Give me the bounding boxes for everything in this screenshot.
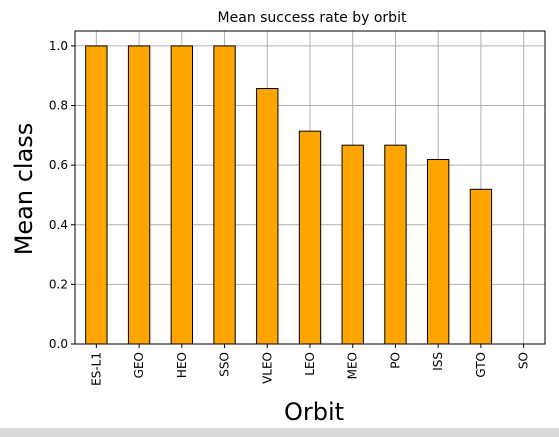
y-tick-label: 0.0 (49, 337, 68, 351)
bar-meo (341, 144, 364, 345)
bar-gto (469, 188, 493, 345)
x-axis-label: Orbit (284, 398, 344, 426)
y-tick-label: 1.0 (49, 39, 68, 53)
bar-heo (170, 45, 194, 345)
x-tick-label: MEO (346, 352, 360, 379)
bar-iss (427, 158, 450, 345)
chart-title: Mean success rate by orbit (218, 10, 407, 26)
x-tick-label: GTO (474, 352, 488, 378)
y-tick-label: 0.4 (49, 218, 68, 232)
bar-es-l1 (85, 45, 108, 345)
x-tick-label: SSO (218, 352, 232, 377)
y-tick-label: 0.2 (49, 277, 68, 291)
bar-geo (127, 45, 151, 345)
y-axis-label: Mean class (10, 123, 38, 256)
bar-sso (213, 45, 236, 345)
x-axis-ticks: ES-L1 GEO HEO SSO VLEO LEO MEO PO ISS GTO SO (89, 344, 531, 386)
y-axis-ticks: 0.0 0.2 0.4 0.6 0.8 1.0 (49, 39, 75, 351)
bar-po (384, 144, 407, 345)
bottom-scroll-strip (0, 428, 559, 437)
x-tick-label: SO (517, 352, 531, 369)
bar-leo (298, 130, 322, 345)
x-tick-label: PO (388, 352, 402, 369)
bars (85, 45, 493, 345)
x-tick-label: ISS (431, 352, 445, 371)
x-tick-label: HEO (175, 352, 189, 378)
y-tick-label: 0.6 (49, 158, 68, 172)
bar-vleo (256, 88, 279, 345)
x-tick-label: VLEO (260, 352, 274, 384)
x-tick-label: GEO (132, 352, 146, 378)
x-tick-label: LEO (303, 352, 317, 376)
x-tick-label: ES-L1 (89, 352, 103, 386)
y-tick-label: 0.8 (49, 99, 68, 113)
